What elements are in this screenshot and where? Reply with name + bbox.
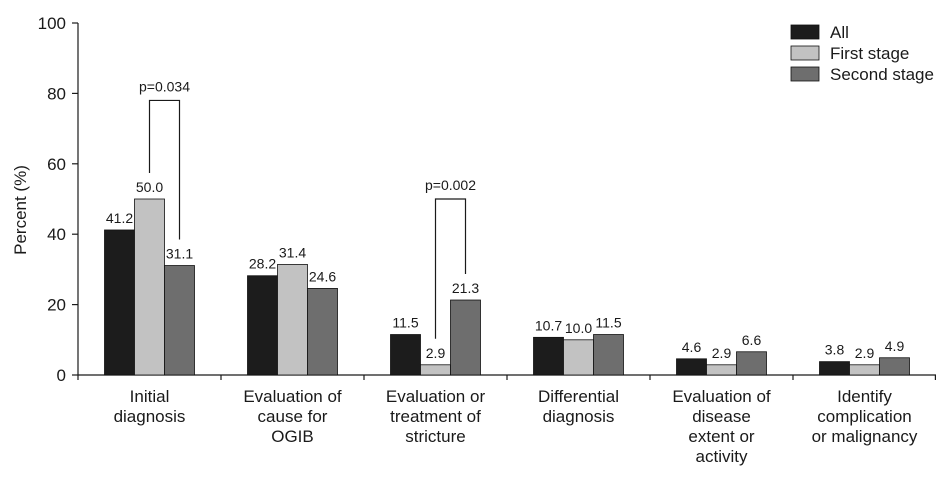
- bar: [593, 334, 624, 376]
- bar: [563, 339, 594, 376]
- y-tick-label: 0: [57, 366, 66, 385]
- legend-label: Second stage: [830, 65, 934, 84]
- category-label: disease: [692, 407, 751, 426]
- legend-swatch: [790, 24, 820, 40]
- data-label: 4.6: [682, 339, 702, 355]
- category-label: extent or: [688, 427, 754, 446]
- significance-bracket: [148, 99, 181, 240]
- data-label: 28.2: [249, 256, 276, 272]
- bars: [104, 198, 910, 376]
- category-label: OGIB: [271, 427, 314, 446]
- data-label: 21.3: [452, 280, 479, 296]
- data-label: 2.9: [855, 345, 875, 361]
- data-label: 10.0: [565, 320, 592, 336]
- legend: All First stage Second stage: [790, 23, 934, 84]
- category-label: activity: [696, 447, 748, 466]
- bar: [307, 288, 338, 376]
- data-label: 3.8: [825, 342, 845, 358]
- bar: [879, 357, 910, 376]
- significance-annotations: p=0.034 p=0.002: [139, 78, 476, 339]
- legend-label: All: [830, 23, 849, 42]
- bar: [420, 364, 451, 376]
- bar: [134, 198, 165, 376]
- legend-swatch: [790, 45, 820, 61]
- y-tick-label: 60: [47, 155, 66, 174]
- data-label: 11.5: [392, 315, 418, 331]
- y-axis-label: Percent (%): [11, 165, 30, 255]
- category-label: complication: [817, 407, 912, 426]
- category-label: Identify: [837, 387, 892, 406]
- y-tick-label: 20: [47, 296, 66, 315]
- legend-swatch: [790, 66, 820, 82]
- bar: [706, 364, 737, 376]
- bar: [819, 361, 850, 376]
- y-tick-label: 40: [47, 225, 66, 244]
- axes: [77, 23, 936, 380]
- p-value-label: p=0.002: [425, 177, 476, 193]
- bar: [164, 265, 195, 376]
- y-axis-ticks: 0 20 40 60 80 100: [38, 14, 78, 385]
- data-label: 2.9: [426, 345, 446, 361]
- category-label: cause for: [258, 407, 328, 426]
- data-label: 2.9: [712, 345, 732, 361]
- category-label: stricture: [405, 427, 465, 446]
- data-label: 50.0: [136, 179, 163, 195]
- bar: [533, 336, 564, 376]
- data-label: 41.2: [106, 210, 133, 226]
- p-value-label: p=0.034: [139, 78, 190, 94]
- bar: [676, 358, 707, 376]
- bar: [849, 364, 880, 376]
- bar: [450, 299, 481, 376]
- bar: [277, 264, 308, 376]
- bar: [104, 229, 135, 376]
- significance-bracket: [434, 198, 467, 339]
- bar: [390, 334, 421, 376]
- y-tick-label: 80: [47, 84, 66, 103]
- category-label: Evaluation of: [672, 387, 771, 406]
- category-label: Evaluation or: [386, 387, 486, 406]
- data-label: 4.9: [885, 338, 905, 354]
- bar: [736, 351, 767, 376]
- category-label: Differential: [538, 387, 619, 406]
- legend-label: First stage: [830, 44, 909, 63]
- data-labels: 41.2 28.2 11.5 10.7 4.6 3.8 50.0 31.4 2.9 10.0 2.9…: [106, 179, 905, 361]
- category-label: treatment of: [390, 407, 481, 426]
- category-label: or malignancy: [812, 427, 918, 446]
- data-label: 11.5: [595, 315, 621, 331]
- data-label: 24.6: [309, 268, 336, 284]
- data-label: 31.4: [279, 244, 306, 260]
- category-label: Evaluation of: [243, 387, 342, 406]
- data-label: 31.1: [166, 246, 193, 262]
- category-label: diagnosis: [543, 407, 615, 426]
- data-label: 10.7: [535, 317, 562, 333]
- bar: [247, 275, 278, 376]
- category-label: diagnosis: [114, 407, 186, 426]
- y-tick-label: 100: [38, 14, 66, 33]
- data-label: 6.6: [742, 332, 762, 348]
- category-label: Initial: [130, 387, 170, 406]
